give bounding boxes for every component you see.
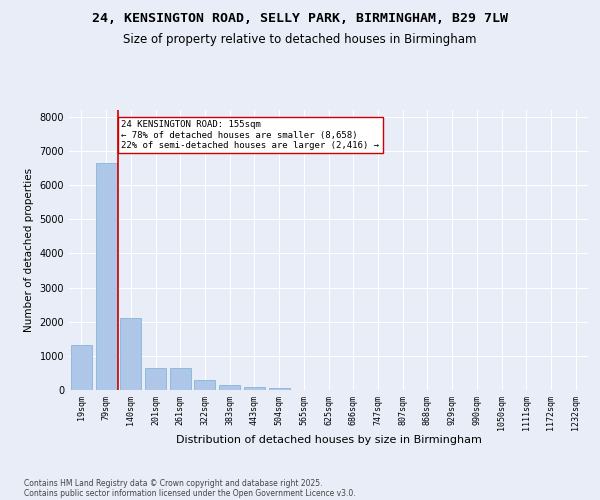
Bar [194,380,215,390]
Text: 24, KENSINGTON ROAD, SELLY PARK, BIRMINGHAM, B29 7LW: 24, KENSINGTON ROAD, SELLY PARK, BIRMING… [92,12,508,26]
Bar [170,368,191,390]
X-axis label: Distribution of detached houses by size in Birmingham: Distribution of detached houses by size … [176,436,481,446]
Text: Contains public sector information licensed under the Open Government Licence v3: Contains public sector information licen… [24,488,356,498]
Bar [269,388,290,390]
Bar [95,163,116,390]
Bar [71,346,92,390]
Text: 24 KENSINGTON ROAD: 155sqm
← 78% of detached houses are smaller (8,658)
22% of s: 24 KENSINGTON ROAD: 155sqm ← 78% of deta… [121,120,379,150]
Bar [219,385,240,390]
Text: Size of property relative to detached houses in Birmingham: Size of property relative to detached ho… [123,32,477,46]
Text: Contains HM Land Registry data © Crown copyright and database right 2025.: Contains HM Land Registry data © Crown c… [24,478,323,488]
Bar [244,386,265,390]
Y-axis label: Number of detached properties: Number of detached properties [24,168,34,332]
Bar [120,318,141,390]
Bar [145,368,166,390]
